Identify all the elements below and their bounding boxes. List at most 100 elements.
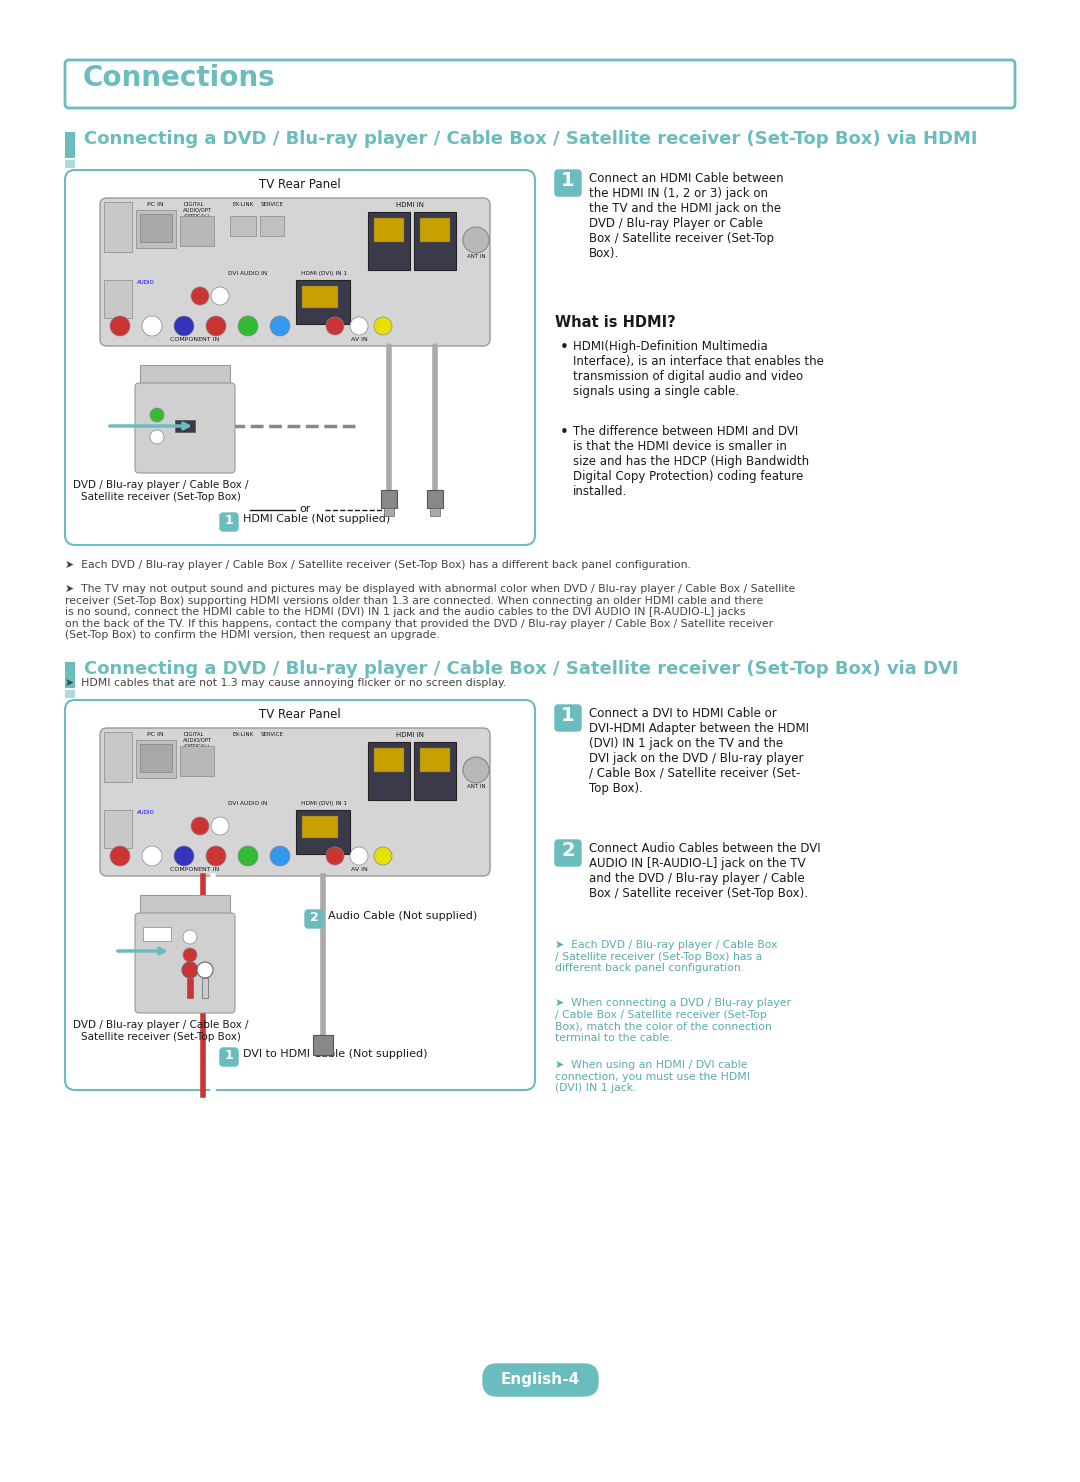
Bar [140, 365, 230, 382]
Circle shape [141, 846, 162, 865]
Bar [187, 978, 193, 997]
Text: Connecting a DVD / Blu-ray player / Cable Box / Satellite receiver (Set-Top Box): Connecting a DVD / Blu-ray player / Cabl… [84, 130, 977, 148]
Text: •: • [561, 339, 569, 356]
Bar [230, 216, 256, 236]
Circle shape [197, 962, 213, 978]
Text: SERVICE: SERVICE [260, 202, 283, 207]
Circle shape [206, 316, 226, 336]
Text: TV Rear Panel: TV Rear Panel [259, 708, 341, 722]
Bar [180, 216, 214, 246]
Text: EX-LINK: EX-LINK [232, 202, 254, 207]
Text: HDMI IN: HDMI IN [396, 732, 424, 738]
Text: HDMI IN: HDMI IN [396, 202, 424, 207]
Text: DVI AUDIO IN: DVI AUDIO IN [228, 800, 268, 806]
FancyBboxPatch shape [135, 913, 235, 1014]
Bar [136, 210, 176, 247]
Text: Connect a DVI to HDMI Cable or
DVI-HDMI Adapter between the HDMI
(DVI) IN 1 jack: Connect a DVI to HDMI Cable or DVI-HDMI … [589, 707, 809, 794]
Text: 2: 2 [310, 911, 319, 923]
Circle shape [183, 962, 198, 978]
Bar [302, 817, 338, 837]
Bar [313, 1034, 333, 1055]
Text: IN  DVI  HDMI: IN DVI HDMI [143, 917, 180, 922]
Bar [260, 216, 284, 236]
Text: AUDIO
OUT: AUDIO OUT [109, 734, 127, 744]
Circle shape [141, 316, 162, 336]
Circle shape [191, 817, 210, 834]
Circle shape [238, 316, 258, 336]
FancyBboxPatch shape [305, 910, 323, 928]
Text: HDMI (DVI) IN 1: HDMI (DVI) IN 1 [301, 800, 347, 806]
Text: Connect Audio Cables between the DVI
AUDIO IN [R-AUDIO-L] jack on the TV
and the: Connect Audio Cables between the DVI AUD… [589, 842, 821, 900]
Bar [175, 419, 195, 431]
Text: 1: 1 [562, 170, 575, 190]
FancyBboxPatch shape [100, 199, 490, 345]
Bar [143, 928, 171, 941]
Circle shape [238, 846, 258, 865]
Circle shape [110, 316, 130, 336]
Text: ➤  The TV may not output sound and pictures may be displayed with abnormal color: ➤ The TV may not output sound and pictur… [65, 584, 795, 640]
Text: DIGITAL
AUDIO/OPT
(OPTICAL): DIGITAL AUDIO/OPT (OPTICAL) [184, 732, 213, 748]
Circle shape [326, 317, 345, 335]
Circle shape [150, 430, 164, 445]
Circle shape [150, 408, 164, 422]
FancyBboxPatch shape [220, 513, 238, 531]
Bar [296, 280, 350, 325]
Circle shape [191, 288, 210, 305]
Circle shape [374, 848, 392, 865]
Bar [104, 280, 132, 319]
Text: DIGITAL
AUDIO/OPT
(OPTICAL): DIGITAL AUDIO/OPT (OPTICAL) [184, 202, 213, 219]
Text: or: or [299, 504, 311, 514]
Bar [140, 213, 172, 242]
Bar [65, 160, 75, 167]
Circle shape [211, 817, 229, 834]
Bar [384, 508, 394, 516]
Bar [296, 811, 350, 854]
FancyBboxPatch shape [65, 170, 535, 545]
Text: HDMI(High-Definition Multimedia
Interface), is an interface that enables the
tra: HDMI(High-Definition Multimedia Interfac… [573, 339, 824, 399]
Text: ➤  Each DVD / Blu-ray player / Cable Box
/ Satellite receiver (Set-Top Box) has : ➤ Each DVD / Blu-ray player / Cable Box … [555, 940, 778, 974]
Bar [202, 978, 208, 997]
Bar [65, 691, 75, 698]
Bar [140, 744, 172, 772]
Bar [427, 491, 443, 508]
Circle shape [183, 931, 197, 944]
Bar [65, 132, 75, 159]
Text: TV Rear Panel: TV Rear Panel [259, 178, 341, 191]
Bar [104, 732, 132, 782]
Text: AV IN: AV IN [351, 336, 367, 342]
Circle shape [183, 948, 197, 962]
Text: HDMI  DVI: HDMI DVI [145, 387, 173, 393]
Text: Connect an HDMI Cable between
the HDMI IN (1, 2 or 3) jack on
the TV and the HDM: Connect an HDMI Cable between the HDMI I… [589, 172, 784, 259]
Text: AV IN: AV IN [351, 867, 367, 871]
Text: •: • [561, 425, 569, 440]
Text: 1: 1 [562, 705, 575, 725]
Bar [374, 748, 404, 772]
Text: ➤  HDMI cables that are not 1.3 may cause annoying flicker or no screen display.: ➤ HDMI cables that are not 1.3 may cause… [65, 677, 507, 688]
Text: Audio Cable (Not supplied): Audio Cable (Not supplied) [328, 911, 477, 920]
FancyBboxPatch shape [555, 705, 581, 731]
Bar [65, 662, 75, 688]
Bar [420, 218, 450, 242]
Circle shape [206, 846, 226, 865]
Text: AUDIO: AUDIO [137, 280, 154, 285]
Text: PC IN: PC IN [147, 732, 163, 737]
Bar [136, 740, 176, 778]
Bar [140, 895, 230, 913]
Text: DVI to HDMI Cable (Not supplied): DVI to HDMI Cable (Not supplied) [243, 1049, 428, 1060]
Text: ANT IN: ANT IN [467, 784, 485, 788]
Bar [414, 212, 456, 270]
Circle shape [350, 848, 368, 865]
Bar [104, 811, 132, 848]
Text: PC IN: PC IN [147, 202, 163, 207]
Circle shape [463, 757, 489, 782]
Bar [414, 742, 456, 800]
Text: DVD / Blu-ray player / Cable Box /
Satellite receiver (Set-Top Box): DVD / Blu-ray player / Cable Box / Satel… [73, 1020, 248, 1042]
Text: HDMI Cable (Not supplied): HDMI Cable (Not supplied) [243, 514, 390, 525]
Text: HDMI (DVI) IN 1: HDMI (DVI) IN 1 [301, 271, 347, 276]
Bar [381, 491, 397, 508]
Text: ➤  When using an HDMI / DVI cable
connection, you must use the HDMI
(DVI) IN 1 j: ➤ When using an HDMI / DVI cable connect… [555, 1060, 750, 1094]
Text: DVD / Blu-ray player / Cable Box /
Satellite receiver (Set-Top Box): DVD / Blu-ray player / Cable Box / Satel… [73, 480, 248, 501]
Text: AUDIO: AUDIO [137, 811, 154, 815]
Text: SERVICE: SERVICE [260, 732, 283, 737]
Text: COMPONENT IN: COMPONENT IN [171, 867, 219, 871]
